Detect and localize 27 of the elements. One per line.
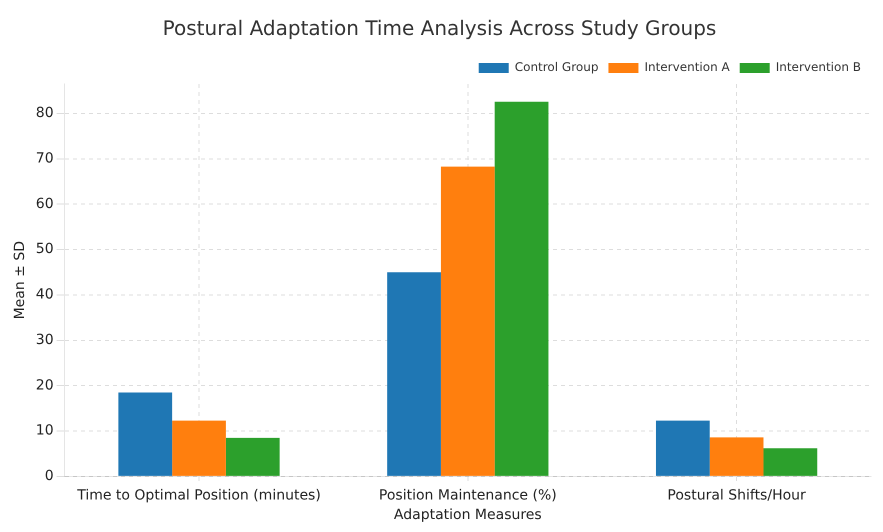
bar <box>226 438 280 476</box>
bar <box>710 437 764 476</box>
legend-label: Intervention A <box>644 60 730 74</box>
bar <box>118 392 172 476</box>
y-tick-label: 70 <box>36 150 54 166</box>
bar <box>440 166 495 476</box>
y-tick-label: 0 <box>44 468 54 484</box>
bar <box>172 420 226 476</box>
x-tick-label: Postural Shifts/Hour <box>667 487 806 504</box>
x-tick-label: Time to Optimal Position (minutes) <box>76 487 321 504</box>
y-axis-title: Mean ± SD <box>12 240 28 320</box>
y-tick-label: 50 <box>36 241 54 258</box>
bar <box>494 102 548 476</box>
y-tick-label: 10 <box>36 422 54 439</box>
y-tick-label: 40 <box>36 286 54 303</box>
y-tick-label: 20 <box>36 377 54 394</box>
bar <box>763 448 818 476</box>
legend-label: Control Group <box>514 60 598 74</box>
x-tick-label: Position Maintenance (%) <box>378 487 557 504</box>
y-tick-label: 30 <box>36 332 54 348</box>
bar <box>387 272 441 476</box>
y-tick-label: 60 <box>36 196 54 212</box>
y-tick-label: 80 <box>36 105 54 122</box>
chart-title: Postural Adaptation Time Analysis Across Study Groups <box>162 16 716 40</box>
legend-label: Intervention B <box>776 60 862 74</box>
x-axis-title: Adaptation Measures <box>394 507 542 524</box>
bar <box>656 420 710 476</box>
